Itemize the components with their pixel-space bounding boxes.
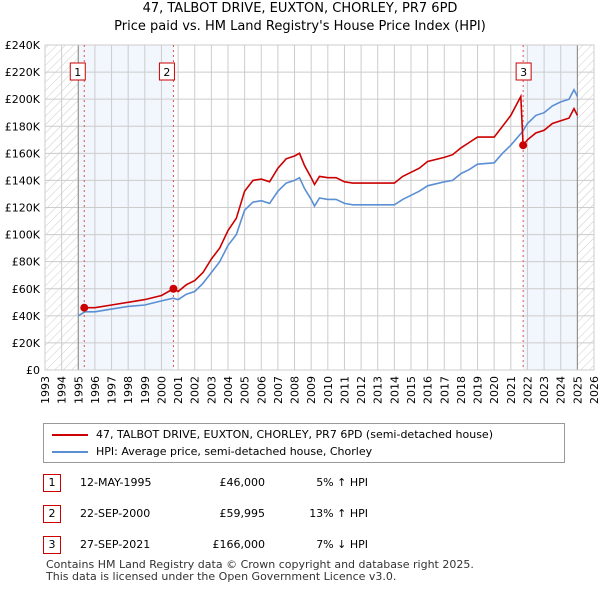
x-tick-label: 2022 <box>521 376 534 404</box>
sale-number: 3 <box>43 536 61 554</box>
x-tick-label: 2002 <box>189 376 202 404</box>
x-tick-label: 1995 <box>72 376 85 404</box>
legend-swatch-red <box>52 434 88 436</box>
sale-label-box <box>69 62 86 81</box>
x-tick-label: 1998 <box>122 376 135 404</box>
table-row: 1 12-MAY-1995 £46,000 5% ↑ HPI <box>43 474 443 492</box>
x-tick-label: 2017 <box>438 376 451 404</box>
x-tick-label: 1996 <box>89 376 102 404</box>
y-tick-label: £100K <box>5 229 41 242</box>
legend-swatch-blue <box>52 451 88 453</box>
x-tick-label: 2025 <box>571 376 584 404</box>
sale-hpi-diff: 7% ↓ HPI <box>316 538 368 551</box>
y-tick-label: £240K <box>5 39 41 52</box>
table-row: 2 22-SEP-2000 £59,995 13% ↑ HPI <box>43 505 443 523</box>
sale-price: £166,000 <box>212 538 266 551</box>
sale-point <box>169 284 178 293</box>
y-tick-label: £40K <box>12 310 41 323</box>
sale-label: 1 <box>74 66 81 79</box>
x-tick-label: 2007 <box>272 376 285 404</box>
x-tick-label: 2011 <box>338 376 351 404</box>
y-tick-label: £20K <box>12 337 41 350</box>
sale-date: 27-SEP-2021 <box>80 538 151 551</box>
price-chart: 1 2 3 1993 1994 1995 1996 1997 1998 1999 2000 2001 2… <box>5 39 600 404</box>
legend: 47, TALBOT DRIVE, EUXTON, CHORLEY, PR7 6… <box>43 423 565 463</box>
y-tick-label: £200K <box>5 93 41 106</box>
x-tick-label: 2005 <box>239 376 252 404</box>
x-tick-label: 2016 <box>422 376 435 404</box>
x-tick-label: 1997 <box>106 376 119 404</box>
x-tick-label: 2006 <box>255 376 268 404</box>
x-tick-label: 2024 <box>555 376 568 404</box>
x-tick-label: 1994 <box>56 376 69 404</box>
sale-label-box <box>515 62 532 81</box>
x-tick-label: 2018 <box>455 376 468 404</box>
subtitle: Price paid vs. HM Land Registry's House … <box>114 19 486 34</box>
x-tick-label: 1993 <box>39 376 52 404</box>
x-tick-label: 2014 <box>388 376 401 404</box>
x-tick-label: 2020 <box>488 376 501 404</box>
x-tick-label: 2010 <box>322 376 335 404</box>
y-tick-label: £120K <box>5 202 41 215</box>
y-tick-label: £180K <box>5 120 41 133</box>
sale-date: 22-SEP-2000 <box>80 507 151 520</box>
sale-hpi-diff: 5% ↑ HPI <box>316 476 368 489</box>
sale-number: 1 <box>43 474 61 492</box>
x-tick-label: 2012 <box>355 376 368 404</box>
x-tick-label: 2013 <box>372 376 385 404</box>
chart-title: 47, TALBOT DRIVE, EUXTON, CHORLEY, PR7 6… <box>0 0 600 36</box>
table-row: 3 27-SEP-2021 £166,000 7% ↓ HPI <box>43 536 443 554</box>
footer-copyright: Contains HM Land Registry data © Crown c… <box>46 558 474 571</box>
x-tick-label: 2008 <box>289 376 302 404</box>
price-paid-line <box>84 93 579 309</box>
y-tick-label: £140K <box>5 174 41 187</box>
sale-hpi-diff: 13% ↑ HPI <box>309 507 368 520</box>
x-tick-label: 2000 <box>155 376 168 404</box>
y-tick-label: £160K <box>5 147 41 160</box>
title: 47, TALBOT DRIVE, EUXTON, CHORLEY, PR7 6… <box>142 1 458 16</box>
sale-point <box>80 303 89 312</box>
x-tick-label: 2021 <box>505 376 518 404</box>
hpi-line <box>77 87 579 317</box>
legend-label: 47, TALBOT DRIVE, EUXTON, CHORLEY, PR7 6… <box>96 428 493 441</box>
x-tick-label: 2026 <box>588 376 600 404</box>
x-tick-label: 2015 <box>405 376 418 404</box>
x-tick-label: 2009 <box>305 376 318 404</box>
sale-label: 2 <box>163 66 170 79</box>
sale-price: £59,995 <box>219 507 266 520</box>
x-tick-label: 2004 <box>222 376 235 404</box>
sale-price: £46,000 <box>219 476 266 489</box>
x-tick-label: 1999 <box>139 376 152 404</box>
x-tick-label: 2001 <box>172 376 185 404</box>
sale-label: 3 <box>520 66 527 79</box>
plot-border <box>44 44 595 371</box>
sale-label-box <box>158 62 175 81</box>
sale-point <box>519 141 528 150</box>
y-tick-label: £0 <box>26 364 40 377</box>
y-tick-label: £220K <box>5 66 41 79</box>
x-tick-label: 2003 <box>205 376 218 404</box>
legend-item-property: 47, TALBOT DRIVE, EUXTON, CHORLEY, PR7 6… <box>52 428 493 442</box>
footer: Contains HM Land Registry data © Crown c… <box>46 559 474 583</box>
legend-item-hpi: HPI: Average price, semi-detached house,… <box>52 445 372 459</box>
x-tick-label: 2019 <box>472 376 485 404</box>
sale-date: 12-MAY-1995 <box>80 476 152 489</box>
x-tick-label: 2023 <box>538 376 551 404</box>
sale-number: 2 <box>43 505 61 523</box>
legend-label: HPI: Average price, semi-detached house,… <box>96 445 373 458</box>
y-tick-label: £80K <box>12 256 41 269</box>
footer-licence: This data is licensed under the Open Gov… <box>46 570 397 583</box>
y-tick-label: £60K <box>12 283 41 296</box>
